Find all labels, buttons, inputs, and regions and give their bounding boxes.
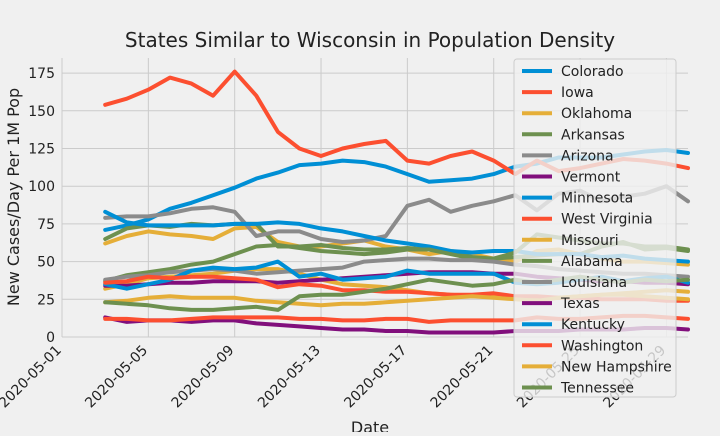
legend-label: Iowa [561, 85, 594, 101]
y-tick-label: 125 [28, 141, 55, 157]
x-axis-label: Date [351, 418, 389, 432]
y-tick-label: 75 [37, 217, 55, 233]
legend-box [513, 58, 677, 398]
y-tick-label: 0 [46, 330, 55, 346]
legend-label: New Hampshire [561, 359, 672, 375]
legend-label: Arizona [561, 148, 614, 164]
legend-label: Oklahoma [561, 106, 632, 122]
legend-label: Minnesota [561, 191, 633, 207]
legend-label: Louisiana [561, 275, 627, 291]
legend-label: Colorado [561, 64, 624, 80]
legend-label: Washington [561, 338, 643, 354]
legend-label: West Virginia [561, 212, 653, 228]
y-axis-label: New Cases/Day Per 1M Pop [4, 88, 23, 306]
chart-title: States Similar to Wisconsin in Populatio… [125, 28, 615, 52]
legend-label: Tennessee [560, 381, 634, 397]
y-tick-label: 50 [37, 255, 55, 271]
legend-label: Arkansas [561, 127, 625, 143]
legend-label: Texas [560, 296, 600, 312]
legend-label: Vermont [561, 170, 621, 186]
y-tick-label: 150 [28, 104, 55, 120]
legend-label: Alabama [561, 254, 623, 270]
y-tick-label: 100 [28, 179, 55, 195]
y-tick-label: 25 [37, 292, 55, 308]
legend-label: Kentucky [561, 317, 625, 333]
legend-label: Missouri [561, 233, 619, 249]
y-tick-label: 175 [28, 66, 55, 82]
legend: Colorado Iowa Oklahoma Arkansas Arizona Vermo… [513, 58, 677, 398]
